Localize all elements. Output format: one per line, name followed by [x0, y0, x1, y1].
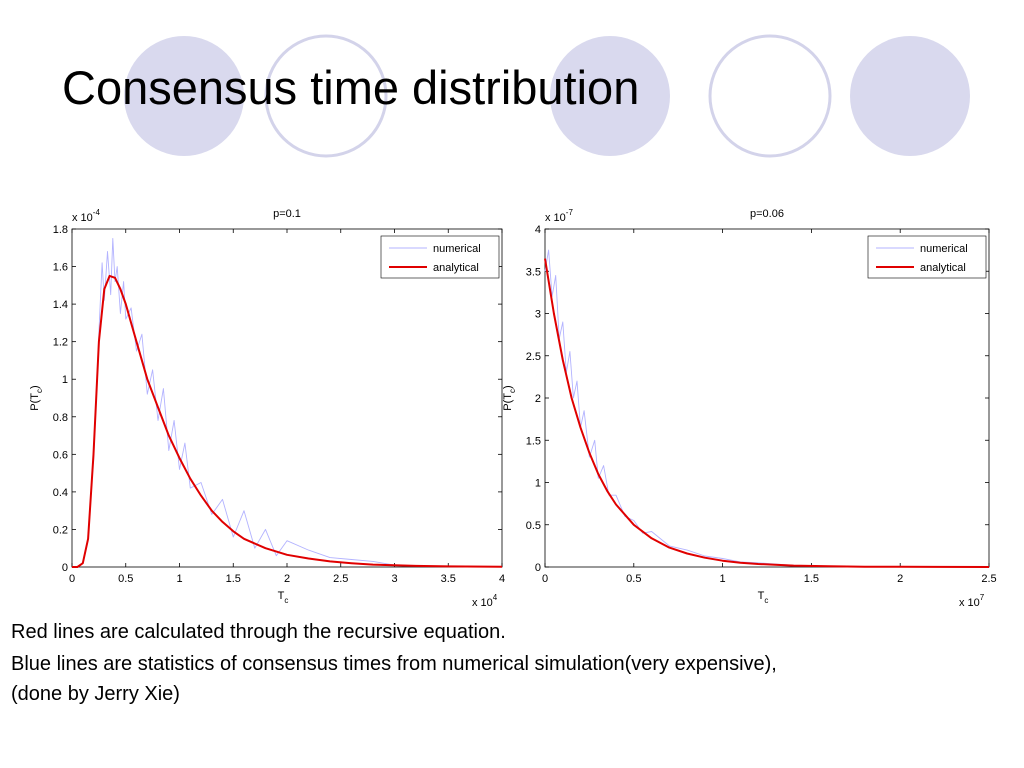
y-tick-label: 1.2	[53, 337, 68, 349]
x-multiplier: x 107	[959, 593, 985, 609]
y-multiplier: x 10-4	[72, 208, 100, 224]
series-analytical	[72, 274, 503, 568]
y-tick-label: 1.6	[53, 262, 68, 274]
slide-title: Consensus time distribution	[62, 61, 640, 114]
series-analytical	[544, 258, 990, 568]
decor-circle-filled	[124, 36, 244, 156]
y-tick-label: 3	[535, 309, 541, 321]
caption-line-1: Red lines are calculated through the rec…	[11, 621, 506, 643]
decor-circle-outline	[708, 34, 832, 158]
y-tick-label: 1.8	[53, 224, 68, 236]
x-tick-label: 3	[391, 573, 397, 585]
y-tick-label: 1	[62, 374, 68, 386]
x-tick-label: 1	[176, 573, 182, 585]
plot-frame	[544, 228, 990, 568]
x-tick-label: 1.5	[804, 573, 819, 585]
y-tick-label: 1.5	[526, 435, 541, 447]
chart-2: 0 0.5 1 1.5 2 2.5 0 0.5 1 1.5 2 2.5 3 3.5 4 p=0.06 x 10-…	[502, 208, 997, 609]
y-axis-label: P(Tc)	[29, 385, 44, 410]
chart-1: 0 0.5 1 1.5 2 2.5 3 3.5 4 0 0.2 0.4 0.6 0.8 1 1.2 1.4 1.6…	[29, 208, 505, 609]
decor-circle-filled	[550, 36, 670, 156]
decor-circle-filled	[850, 36, 970, 156]
y-tick-label: 1	[535, 478, 541, 490]
x-tick-label: 0.5	[626, 573, 641, 585]
y-tick-label: 0.8	[53, 412, 68, 424]
x-tick-label: 0.5	[118, 573, 133, 585]
y-tick-label: 4	[535, 224, 541, 236]
y-axis-label: P(Tc)	[502, 385, 517, 410]
x-tick-label: 3.5	[441, 573, 456, 585]
plot-frame	[71, 228, 503, 568]
legend-label-analytical: analytical	[920, 262, 966, 274]
y-tick-label: 0	[535, 562, 541, 574]
x-axis-label: Tc	[758, 590, 769, 605]
x-tick-label: 2.5	[981, 573, 996, 585]
y-tick-label: 3.5	[526, 266, 541, 278]
x-tick-label: 0	[69, 573, 75, 585]
x-tick-label: 4	[499, 573, 505, 585]
legend: numerical analytical	[867, 235, 987, 279]
y-tick-label: 0.5	[526, 520, 541, 532]
y-tick-label: 1.4	[53, 299, 68, 311]
y-tick-label: 2.5	[526, 351, 541, 363]
legend-label-analytical: analytical	[433, 262, 479, 274]
y-tick-label: 0.2	[53, 524, 68, 536]
legend-label-numerical: numerical	[433, 243, 481, 255]
legend-box	[380, 235, 500, 279]
caption-line-3: (done by Jerry Xie)	[11, 683, 180, 705]
x-tick-label: 0	[542, 573, 548, 585]
series-numerical	[544, 249, 794, 566]
legend-label-numerical: numerical	[920, 243, 968, 255]
x-multiplier: x 104	[472, 593, 498, 609]
y-tick-label: 0	[62, 562, 68, 574]
y-tick-label: 0.4	[53, 487, 68, 499]
y-tick-label: 0.6	[53, 449, 68, 461]
legend: numerical analytical	[380, 235, 500, 279]
y-multiplier: x 10-7	[545, 208, 573, 224]
decor-circle-outline	[264, 34, 388, 158]
legend-box	[867, 235, 987, 279]
chart-title: p=0.06	[750, 208, 784, 220]
chart-title: p=0.1	[273, 208, 301, 220]
caption-line-2: Blue lines are statistics of consensus t…	[11, 653, 777, 675]
x-axis-label: Tc	[278, 590, 289, 605]
x-tick-label: 2	[284, 573, 290, 585]
x-tick-label: 2.5	[333, 573, 348, 585]
x-tick-label: 2	[897, 573, 903, 585]
x-tick-label: 1	[720, 573, 726, 585]
y-tick-label: 2	[535, 393, 541, 405]
x-tick-label: 1.5	[226, 573, 241, 585]
